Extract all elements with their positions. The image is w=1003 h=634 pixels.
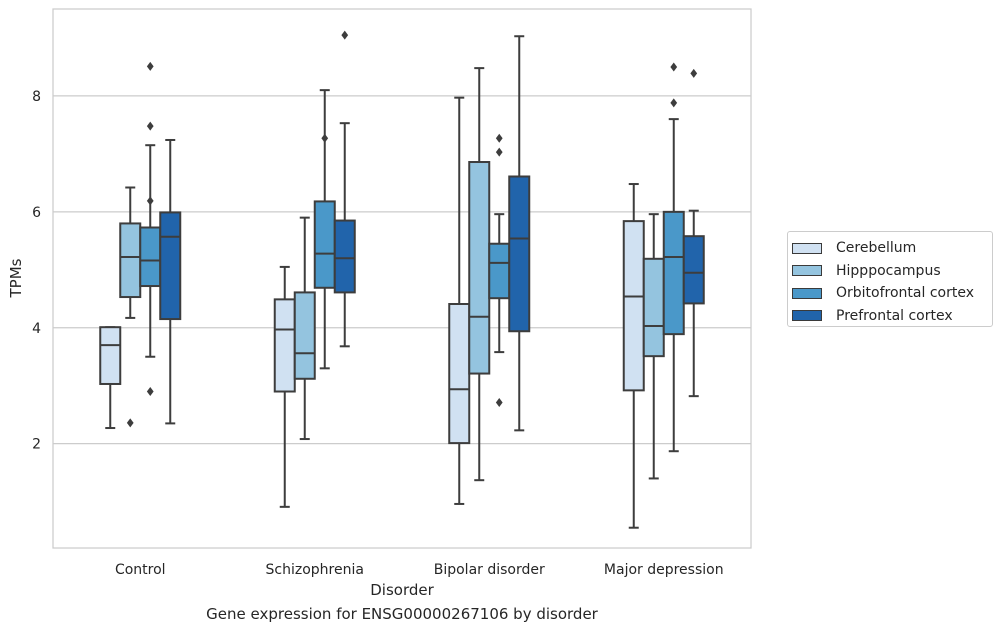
x-tick-label: Major depression: [604, 562, 724, 578]
box-body: [448, 303, 471, 445]
y-tick-label: 6: [32, 205, 41, 221]
plot-frame: [52, 8, 752, 549]
box-body: [488, 242, 511, 300]
box-cerebellum: [99, 326, 122, 430]
outlier-point: [670, 98, 678, 108]
box-prefrontal-cortex: [682, 68, 705, 398]
box-body: [642, 257, 665, 358]
figure-caption: Gene expression for ENSG00000267106 by d…: [206, 605, 598, 623]
box-hipppocampus: [293, 216, 316, 441]
legend-item-cerebellum: Cerebellum: [791, 237, 992, 260]
x-axis-label: Disorder: [370, 581, 434, 599]
x-tick-labels: Control Schizophrenia Bipolar disorder Majo…: [115, 562, 724, 578]
y-tick-label: 8: [32, 89, 41, 105]
outlier-point: [495, 147, 503, 157]
legend-swatch: [792, 265, 822, 277]
box-body: [508, 175, 531, 333]
box-body: [662, 210, 685, 336]
outlier-point: [146, 121, 154, 131]
y-tick-labels: 2 4 6 8: [32, 89, 41, 453]
box-body: [333, 219, 356, 294]
outlier-point: [341, 30, 349, 40]
outlier-point: [321, 133, 329, 143]
legend-label: Hipppocampus: [836, 262, 941, 279]
legend-item-hippocampus: Hipppocampus: [791, 260, 992, 283]
outlier-point: [126, 418, 134, 428]
legend-label: Orbitofrontal cortex: [836, 285, 974, 302]
box-body: [468, 161, 491, 375]
outlier-point: [146, 387, 154, 397]
y-axis-label: TPMs: [7, 258, 25, 298]
legend-label: Prefrontal cortex: [836, 307, 953, 324]
box-body: [293, 291, 316, 380]
box-prefrontal-cortex: [508, 35, 531, 432]
legend-label: Cerebellum: [836, 240, 917, 257]
boxes-layer: [99, 30, 705, 529]
box-body: [99, 326, 122, 385]
outlier-point: [146, 196, 154, 206]
box-orbitofrontal-cortex: [313, 89, 336, 370]
y-tick-label: 2: [32, 437, 41, 453]
box-body: [622, 220, 645, 392]
box-body: [313, 200, 336, 289]
legend-swatch: [792, 287, 822, 299]
box-body: [159, 211, 182, 321]
outlier-point: [495, 398, 503, 408]
legend-swatch: [792, 310, 822, 322]
x-tick-label: Schizophrenia: [266, 562, 364, 578]
outlier-point: [670, 62, 678, 72]
box-hipppocampus: [119, 186, 142, 428]
legend-swatch: [792, 242, 822, 254]
outlier-point: [146, 61, 154, 71]
outlier-point: [690, 68, 698, 78]
box-cerebellum: [622, 183, 645, 529]
x-tick-label: Bipolar disorder: [434, 562, 545, 578]
box-body: [119, 222, 142, 299]
y-tick-label: 4: [32, 321, 41, 337]
x-tick-label: Control: [115, 562, 166, 578]
box-prefrontal-cortex: [159, 138, 182, 425]
box-prefrontal-cortex: [333, 30, 356, 348]
legend-item-prefrontal-cortex: Prefrontal cortex: [791, 305, 992, 328]
box-orbitofrontal-cortex: [488, 133, 511, 408]
legend-item-orbitofrontal-cortex: Orbitofrontal cortex: [791, 282, 992, 305]
box-body: [139, 226, 162, 288]
box-body: [273, 298, 296, 393]
legend: Cerebellum Hipppocampus Orbitofrontal co…: [787, 231, 993, 327]
outlier-point: [495, 133, 503, 143]
box-body: [682, 235, 705, 305]
box-orbitofrontal-cortex: [662, 62, 685, 453]
